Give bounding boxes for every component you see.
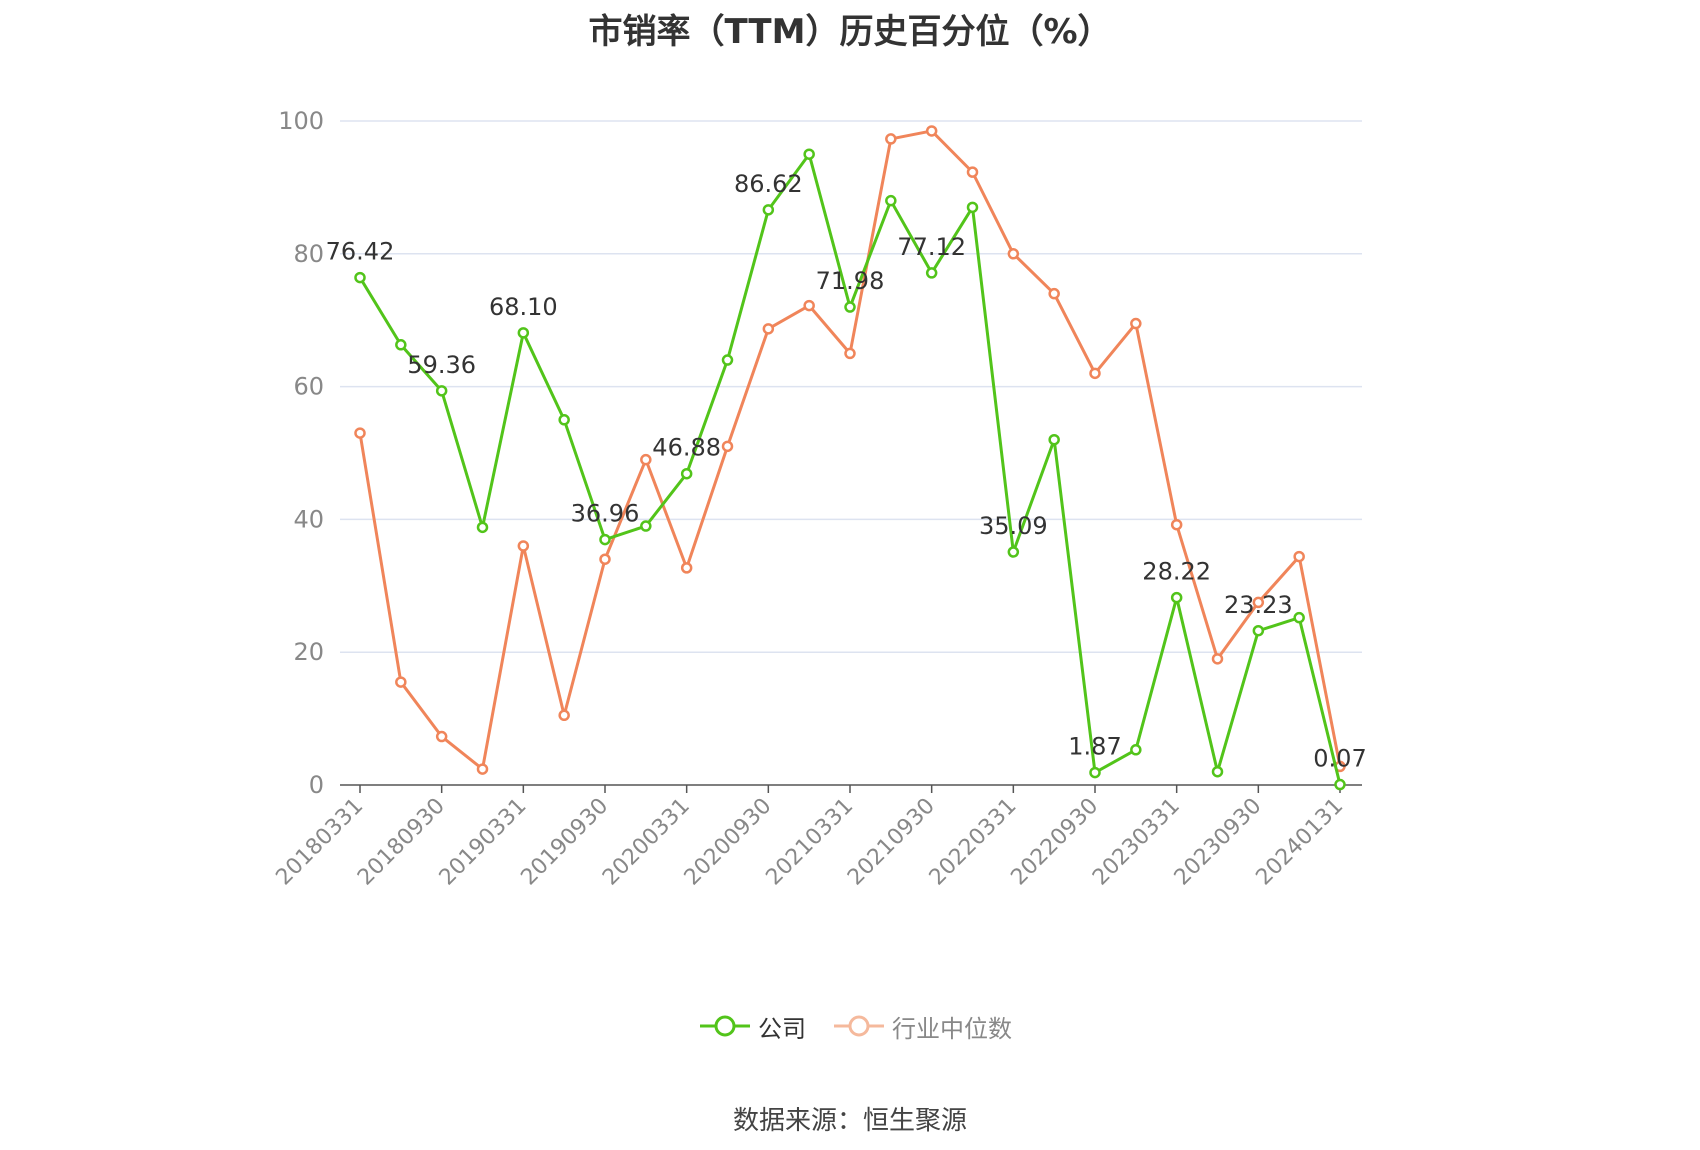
data-point-company: [1089, 766, 1101, 779]
data-label: 23.23: [1224, 591, 1293, 619]
x-tick-label: 20190331: [435, 794, 532, 891]
y-tick-label: 80: [293, 240, 324, 268]
data-point-industry: [1130, 317, 1142, 330]
data-point-industry: [966, 166, 979, 178]
data-label: 35.09: [979, 512, 1048, 540]
x-tick-label: 20180930: [353, 794, 450, 891]
data-label: 46.88: [652, 434, 721, 462]
data-label: 36.96: [571, 500, 640, 528]
data-point-industry: [1293, 550, 1305, 563]
data-label: 77.12: [897, 233, 966, 261]
data-point-industry: [1007, 248, 1020, 260]
x-tick-label: 20220930: [1006, 794, 1103, 891]
data-point-company: [517, 327, 530, 339]
legend-industry-label: 行业中位数: [892, 1014, 1012, 1043]
data-point-company: [1334, 778, 1346, 791]
data-point-company: [1170, 591, 1183, 604]
data-point-company: [1293, 611, 1305, 624]
data-point-company: [925, 267, 938, 279]
x-tick-label: 20180331: [271, 794, 368, 891]
data-label: 59.36: [407, 351, 476, 379]
x-tick-label: 20210930: [843, 794, 940, 891]
data-point-industry: [885, 133, 897, 145]
data-label: 0.07: [1313, 745, 1366, 773]
x-tick-label: 20190930: [516, 794, 613, 891]
x-tick-label: 20210331: [761, 794, 858, 891]
data-point-company: [1130, 744, 1142, 756]
data-point-industry: [640, 453, 652, 466]
y-tick-label: 40: [293, 505, 324, 533]
data-point-industry: [517, 540, 530, 552]
data-point-company: [1048, 433, 1060, 446]
legend-company-label: 公司: [758, 1014, 806, 1043]
data-point-industry: [1170, 518, 1183, 531]
data-point-company: [354, 271, 366, 284]
data-point-company: [885, 194, 897, 207]
data-point-industry: [844, 347, 856, 360]
x-tick-label: 20230930: [1170, 794, 1267, 891]
data-point-company: [762, 204, 775, 216]
data-point-company: [435, 385, 448, 397]
legend-item-industry[interactable]: 行业中位数: [834, 1009, 1012, 1044]
y-tick-label: 20: [293, 638, 324, 666]
data-point-company: [476, 521, 489, 534]
data-point-industry: [762, 323, 775, 335]
data-point-company: [680, 467, 693, 480]
data-point-company: [844, 301, 856, 313]
x-tick-label: 20220331: [925, 794, 1022, 891]
series-lines: [354, 125, 1346, 791]
grid-lines: [340, 120, 1362, 653]
data-point-industry: [599, 553, 611, 565]
data-label: 28.22: [1142, 558, 1211, 586]
data-point-company: [803, 148, 815, 160]
data-point-company: [1211, 765, 1224, 778]
x-tick-label: 20230331: [1088, 794, 1185, 891]
data-point-industry: [354, 427, 366, 439]
data-point-industry: [558, 709, 570, 722]
data-label: 86.62: [734, 170, 803, 198]
data-point-company: [599, 533, 611, 546]
y-tick-label: 0: [309, 771, 324, 799]
y-tick-label: 60: [293, 373, 324, 401]
data-source: 数据来源：恒生聚源: [732, 1106, 967, 1136]
x-tick-label: 20200930: [680, 794, 777, 891]
data-point-industry: [1211, 653, 1224, 665]
legend-industry-marker-icon: [834, 1015, 884, 1037]
series-line-company: [358, 152, 1342, 785]
data-point-company: [721, 354, 734, 366]
data-label: 1.87: [1068, 733, 1121, 761]
data-labels: 76.42 59.36 68.10 36.96 46.88 86.62 71.98 77.12…: [326, 170, 1367, 773]
data-point-company: [640, 520, 652, 532]
x-tick-label: 20240131: [1251, 794, 1348, 891]
legend-company-marker-icon: [700, 1015, 750, 1037]
data-point-industry: [1252, 596, 1265, 609]
data-point-industry: [680, 562, 693, 574]
data-point-industry: [476, 763, 489, 775]
data-label: 71.98: [816, 267, 885, 295]
data-point-industry: [395, 676, 407, 688]
x-tick-label: 20200331: [598, 794, 695, 891]
data-point-industry: [721, 440, 734, 453]
y-tick-label: 100: [278, 107, 324, 135]
data-label: 68.10: [489, 293, 558, 321]
data-point-industry: [1048, 287, 1060, 300]
data-point-company: [1007, 546, 1020, 558]
data-point-company: [395, 339, 407, 351]
data-label: 76.42: [326, 238, 395, 266]
axes: 0 20 40 60 80 100 2018033120180930201903312019…: [271, 107, 1362, 890]
data-point-industry: [925, 125, 938, 137]
legend-item-company[interactable]: 公司: [700, 1009, 806, 1044]
chart-title: 市销率（TTM）历史百分位（%）: [588, 12, 1112, 52]
legend: 公司 行业中位数: [700, 1006, 1012, 1046]
data-point-company: [1252, 625, 1265, 637]
data-point-company: [558, 414, 570, 426]
data-point-industry: [803, 299, 815, 312]
data-point-company: [966, 201, 979, 214]
data-point-industry: [1089, 367, 1101, 380]
data-point-industry: [435, 730, 448, 743]
